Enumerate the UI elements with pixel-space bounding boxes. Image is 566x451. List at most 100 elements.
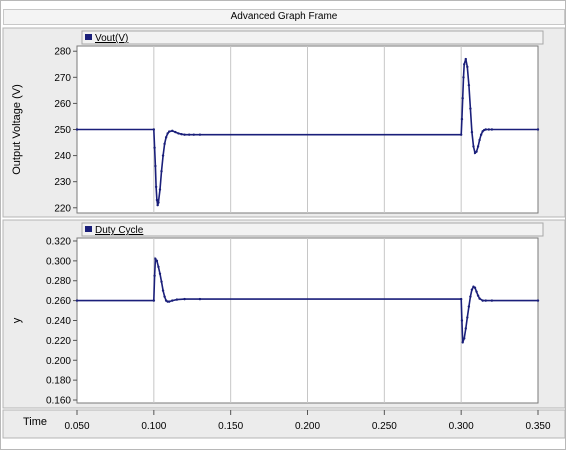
window-title: Advanced Graph Frame — [230, 11, 338, 22]
data-point — [158, 272, 162, 275]
data-point — [479, 133, 483, 136]
data-point — [158, 188, 162, 191]
y-tick-label: 0.300 — [46, 256, 71, 267]
data-point — [536, 299, 540, 302]
window-title-bar[interactable]: Advanced Graph Frame — [3, 9, 565, 25]
legend-box[interactable] — [81, 30, 544, 45]
data-point — [460, 319, 464, 322]
data-point — [75, 299, 79, 302]
data-point — [180, 132, 183, 136]
data-point — [160, 280, 163, 283]
data-point — [192, 133, 195, 136]
data-point — [198, 133, 202, 136]
y-tick-label: 0.240 — [46, 316, 71, 327]
legend-swatch — [85, 34, 92, 40]
y-tick-label: 270 — [54, 73, 71, 84]
data-point — [490, 128, 494, 131]
data-point — [155, 198, 159, 202]
data-point — [156, 203, 159, 207]
data-point — [467, 305, 471, 308]
data-point — [484, 128, 487, 131]
y-tick-label: 0.260 — [46, 296, 71, 307]
data-point — [475, 150, 478, 153]
data-point — [183, 133, 186, 136]
x-tick-label: 0.350 — [525, 421, 550, 432]
data-point — [168, 130, 171, 133]
data-point — [161, 289, 165, 292]
data-point — [155, 259, 159, 263]
data-point — [464, 327, 467, 330]
legend-label: Duty Cycle — [95, 225, 144, 236]
data-point — [171, 129, 174, 133]
y-tick-label: 280 — [54, 47, 71, 58]
data-point — [187, 133, 191, 136]
y-tick-label: 0.180 — [46, 376, 71, 387]
data-point — [466, 65, 469, 69]
data-point — [175, 298, 179, 301]
data-point — [469, 107, 472, 110]
data-point — [461, 341, 464, 344]
data-point — [161, 154, 165, 157]
data-point — [160, 170, 163, 173]
y-tick-label: 0.160 — [46, 396, 71, 407]
y-axis-label: Output Voltage (V) — [11, 84, 23, 175]
y-tick-label: 0.280 — [46, 276, 71, 287]
y-tick-label: 250 — [54, 125, 71, 136]
x-tick-label: 0.100 — [141, 421, 166, 432]
data-point — [463, 63, 466, 66]
data-point — [487, 128, 491, 131]
data-point — [154, 164, 157, 168]
data-point — [464, 57, 467, 61]
y-axis-label: y — [11, 317, 23, 323]
y-tick-label: 220 — [54, 203, 71, 214]
data-point — [163, 142, 166, 146]
y-tick-label: 0.320 — [46, 236, 71, 247]
data-point — [536, 128, 540, 131]
data-point — [164, 136, 168, 139]
data-point — [153, 146, 156, 149]
data-point — [490, 299, 494, 302]
data-point — [466, 316, 469, 319]
y-tick-label: 260 — [54, 99, 71, 110]
data-point — [171, 299, 174, 302]
data-point — [459, 133, 463, 136]
data-point — [168, 300, 171, 303]
data-point — [476, 145, 480, 148]
data-point — [484, 299, 487, 302]
data-point — [478, 138, 481, 142]
data-point — [166, 132, 169, 135]
x-tick-label: 0.150 — [218, 421, 243, 432]
data-point — [154, 257, 157, 261]
data-point — [467, 83, 471, 87]
x-axis-strip — [2, 409, 566, 439]
data-point — [174, 130, 177, 134]
y-tick-label: 0.200 — [46, 356, 71, 367]
data-point — [481, 299, 484, 302]
data-point — [478, 297, 481, 300]
data-point — [183, 297, 186, 301]
data-point — [459, 297, 463, 301]
x-axis-label: Time — [23, 416, 47, 428]
x-tick-label: 0.300 — [449, 421, 474, 432]
legend-box[interactable] — [81, 222, 544, 237]
x-tick-label: 0.050 — [64, 421, 89, 432]
data-point — [470, 288, 474, 291]
legend-swatch — [85, 226, 92, 232]
y-tick-label: 0.220 — [46, 336, 71, 347]
data-point — [157, 201, 160, 204]
data-point — [154, 185, 158, 189]
data-point — [470, 130, 474, 134]
data-point — [163, 295, 166, 298]
legend-label: Vout(V) — [95, 33, 128, 44]
data-point — [476, 294, 480, 297]
data-point — [463, 337, 466, 340]
data-point — [460, 117, 464, 121]
x-tick-label: 0.250 — [372, 421, 397, 432]
data-point — [177, 132, 180, 135]
x-tick-label: 0.200 — [295, 421, 320, 432]
data-point — [198, 297, 202, 301]
data-point — [153, 274, 156, 277]
data-point — [461, 96, 464, 100]
